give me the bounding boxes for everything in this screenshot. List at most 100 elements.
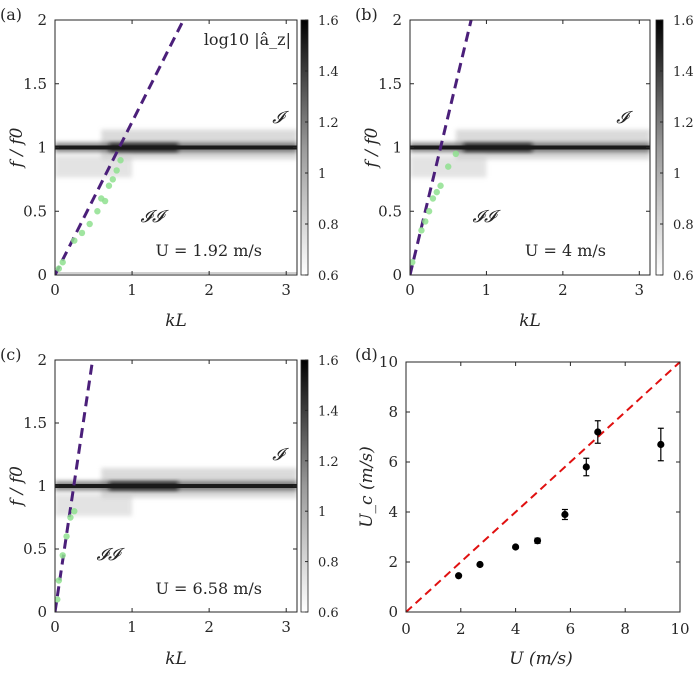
x-tick-label: 0 xyxy=(401,620,411,638)
x-tick-label: 3 xyxy=(281,618,291,636)
colorbar-tick-label: 1.4 xyxy=(318,65,339,80)
green-point-0 xyxy=(55,265,63,272)
green-point-2 xyxy=(422,218,429,225)
green-point-9 xyxy=(109,176,117,183)
y-tick-label: 1 xyxy=(37,477,47,495)
colorbar-tick-label: 1.6 xyxy=(673,14,694,29)
y-tick-label: 0.5 xyxy=(378,202,402,220)
colorbar-tick-label: 1.6 xyxy=(318,354,339,369)
colorbar xyxy=(300,19,309,276)
y-tick-label: 6 xyxy=(388,453,398,471)
panel-letter: (d) xyxy=(355,345,378,364)
y-tick-label: 0 xyxy=(388,603,398,621)
green-point-5 xyxy=(433,188,440,196)
data-point-4 xyxy=(561,510,569,519)
low-mode-smear xyxy=(55,155,133,178)
y-tick-label: 8 xyxy=(388,403,398,421)
x-axis-label: kL xyxy=(519,311,541,331)
colorbar-tick-label: 0.6 xyxy=(673,269,694,284)
green-point-5 xyxy=(71,508,78,515)
colorbar-label: log10 |â_z| xyxy=(204,30,291,49)
green-point-1 xyxy=(55,577,63,584)
colorbar-tick-label: 1.4 xyxy=(673,65,694,80)
x-axis-label: kL xyxy=(165,649,187,669)
green-point-4 xyxy=(429,195,437,202)
y-axis-label: U_c (m/s) xyxy=(357,446,377,528)
y-tick-label: 0 xyxy=(37,603,47,621)
green-point-3 xyxy=(78,229,86,237)
green-point-4 xyxy=(86,220,93,228)
colorbar-tick-label: 0.8 xyxy=(318,556,339,571)
axes-frame xyxy=(405,361,681,613)
y-tick-label: 2 xyxy=(392,11,402,29)
colorbar-tick-label: 0.6 xyxy=(318,269,339,284)
data-point-6 xyxy=(594,428,602,436)
x-tick-label: 10 xyxy=(670,620,689,638)
y-tick-label: 0.5 xyxy=(23,540,47,558)
region-two-label: 𝓘𝓘 xyxy=(97,545,125,565)
x-axis-label: kL xyxy=(165,311,187,331)
green-point-2 xyxy=(59,552,66,559)
y-tick-label: 0 xyxy=(392,266,402,284)
colorbar-tick-label: 1.6 xyxy=(318,14,339,29)
y-tick-label: 0.5 xyxy=(23,202,47,220)
y-axis-label: f / f0 xyxy=(7,127,27,169)
y-tick-label: 1.5 xyxy=(23,75,47,93)
plot-area xyxy=(410,20,650,275)
colorbar-tick-label: 0.8 xyxy=(318,218,339,233)
y-tick-label: 10 xyxy=(379,353,398,371)
plot-area xyxy=(55,20,297,275)
low-mode-smear xyxy=(55,494,133,516)
green-point-8 xyxy=(105,182,113,189)
x-tick-label: 0 xyxy=(405,281,415,299)
green-point-2 xyxy=(71,237,78,244)
data-point-2 xyxy=(511,543,520,551)
x-tick-label: 0 xyxy=(50,618,60,636)
region-two-label: 𝓘𝓘 xyxy=(473,207,501,227)
x-tick-label: 0 xyxy=(50,281,60,299)
green-point-8 xyxy=(452,150,460,158)
colorbar-tick-label: 1 xyxy=(673,167,681,182)
y-tick-label: 2 xyxy=(37,351,47,369)
mode-line xyxy=(55,484,297,488)
plot-area xyxy=(55,360,297,612)
x-tick-label: 2 xyxy=(558,281,568,299)
green-point-1 xyxy=(59,259,66,266)
y-tick-label: 1 xyxy=(392,139,402,157)
colorbar-tick-label: 1 xyxy=(318,505,326,520)
colorbar-tick-label: 1.2 xyxy=(318,455,339,470)
y-tick-label: 2 xyxy=(37,11,47,29)
green-point-4 xyxy=(67,514,74,521)
green-point-11 xyxy=(117,157,124,164)
x-tick-label: 2 xyxy=(204,281,214,299)
data-point-1 xyxy=(476,560,484,569)
green-point-10 xyxy=(113,167,120,174)
x-tick-label: 2 xyxy=(456,620,466,638)
green-point-0 xyxy=(410,259,416,266)
x-tick-label: 2 xyxy=(204,618,214,636)
colorbar-tick-label: 1.2 xyxy=(673,116,694,131)
colorbar xyxy=(300,359,309,613)
x-tick-label: 1 xyxy=(127,618,137,636)
data-point-0 xyxy=(455,572,463,580)
data-point-3 xyxy=(533,537,542,545)
scatter-panel: 0 2 4 6 8 10 0 2 4 6 8 10 U (m/s) U_c (m/s) (d) xyxy=(355,345,690,669)
green-point-7 xyxy=(445,163,452,170)
colorbar-tick-label: 1 xyxy=(318,167,326,182)
x-tick-label: 8 xyxy=(620,620,630,638)
y-tick-label: 2 xyxy=(388,553,398,571)
green-point-5 xyxy=(94,208,101,215)
y-tick-label: 1 xyxy=(37,139,47,157)
y-axis-label: f / f0 xyxy=(362,127,382,169)
green-point-3 xyxy=(425,208,433,215)
speed-annotation: U = 6.58 m/s xyxy=(155,579,262,598)
green-point-0 xyxy=(55,596,61,603)
data-point-5 xyxy=(582,463,590,471)
x-tick-label: 1 xyxy=(127,281,137,299)
dispersion-dashed-line xyxy=(410,20,473,275)
colorbar xyxy=(655,19,664,276)
green-point-1 xyxy=(418,227,425,234)
